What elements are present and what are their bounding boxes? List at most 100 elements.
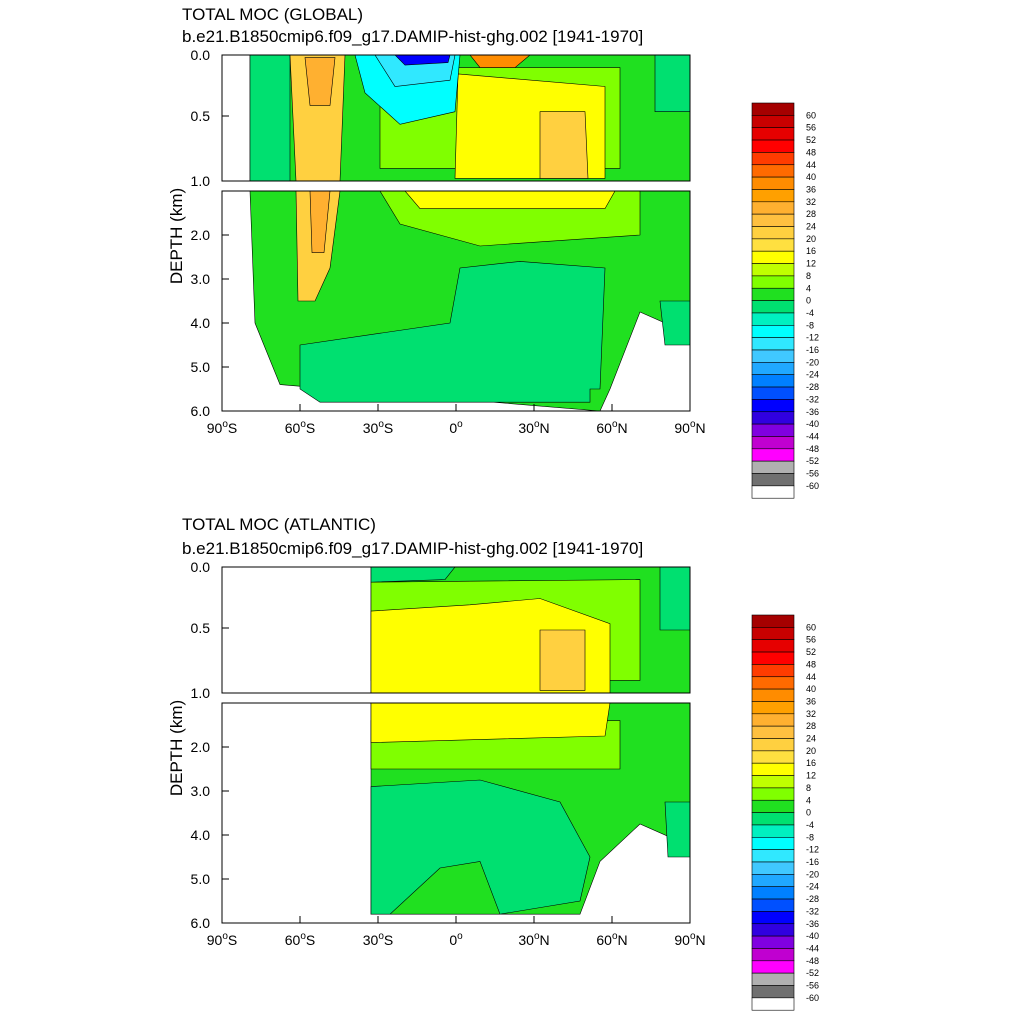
upper-frame [221,54,691,182]
colorbar-label: 12 [806,771,816,781]
y-tick-label: 0.5 [191,108,211,124]
colorbar-box [751,824,795,838]
colorbar-label: -36 [806,407,819,417]
colorbar-label: 4 [806,795,811,805]
colorbar-label: 32 [806,709,816,719]
colorbar-label: 24 [806,222,816,232]
colorbar-label: -44 [806,431,819,441]
upper-contour-fill [370,567,690,693]
x-tick-label: 30oN [518,931,549,948]
colorbar-label: -40 [806,931,819,941]
panel-global: TOTAL MOC (GLOBAL) b.e21.B1850cmip6.f09_g… [167,5,819,499]
colorbar-box [751,812,795,826]
colorbar-label: 12 [806,259,816,269]
colorbar-box [751,411,795,425]
y-tick-label: 0.5 [191,620,211,636]
colorbar-box [751,275,795,289]
colorbar-box [751,201,795,215]
colorbar-box [751,189,795,203]
colorbar-label: 60 [806,622,816,632]
x-tick-label: 90oS [207,931,237,948]
colorbar-box [751,651,795,665]
colorbar-box [751,762,795,776]
colorbar-box [751,614,795,628]
colorbar-label: -48 [806,444,819,454]
colorbar-box [751,287,795,301]
y-tick-label: 0.0 [191,47,211,63]
panel-subtitle: b.e21.B1850cmip6.f09_g17.DAMIP-hist-ghg.… [182,539,643,558]
colorbar-box [751,874,795,887]
colorbar-box [751,911,795,925]
colorbar-label: 36 [806,696,816,706]
colorbar-box [751,701,795,715]
upper-nh-red [469,55,531,68]
colorbar-label: 52 [806,135,816,145]
colorbar-label: -20 [806,869,819,879]
colorbar-box [751,676,795,690]
colorbar-box [751,485,795,499]
colorbar-box [751,627,795,640]
colorbar-label: 0 [806,808,811,818]
colorbar-box [751,423,795,437]
upper-orange-nh [539,111,589,179]
colorbar-box [751,787,795,801]
panel-atlantic: TOTAL MOC (ATLANTIC) b.e21.B1850cmip6.f09… [167,515,819,1011]
lower-teal-right [664,801,690,858]
colorbar: 60565248444036322824201612840-4-8-12-16-… [751,102,819,499]
colorbar: 60565248444036322824201612840-4-8-12-16-… [751,614,819,1011]
colorbar-box [751,226,795,240]
colorbar-label: -36 [806,919,819,929]
x-tick-label: 30oN [518,419,549,436]
colorbar-box [751,152,795,166]
colorbar-box [751,960,795,974]
y-tick-label: 6.0 [191,403,211,419]
colorbar-label: 48 [806,659,816,669]
lower-yellow [404,191,616,209]
colorbar-label: -24 [806,882,819,892]
colorbar-label: -52 [806,456,819,466]
colorbar-label: -40 [806,419,819,429]
colorbar-label: -32 [806,906,819,916]
colorbar-label: 20 [806,234,816,244]
colorbar-label: -28 [806,894,819,904]
colorbar-box [751,849,795,863]
colorbar-box [751,176,795,190]
colorbar-label: 0 [806,296,811,306]
lower-contour-fill [370,703,690,915]
y-tick-label: 4.0 [191,315,211,331]
upper-teal-right [659,567,690,631]
colorbar-box [751,725,795,739]
colorbar-box [751,738,795,752]
x-tick-label: 30oS [363,931,393,948]
colorbar-box [751,436,795,450]
upper-teal-left [249,55,291,181]
colorbar-box [751,985,795,999]
colorbar-label: -60 [806,993,819,1003]
y-tick-label: 4.0 [191,827,211,843]
colorbar-box [751,312,795,326]
lower-so-core [309,191,331,253]
y-tick-label: 5.0 [191,359,211,375]
colorbar-box [751,750,795,764]
y-tick-label: 0.0 [191,559,211,575]
colorbar-label: 36 [806,184,816,194]
colorbar-box [751,948,795,962]
colorbar-label: -28 [806,382,819,392]
colorbar-label: 8 [806,271,811,281]
colorbar-label: 44 [806,672,816,682]
x-tick-label: 90oN [674,931,705,948]
x-tick-label: 60oS [285,419,315,436]
x-tick-label: 60oS [285,931,315,948]
colorbar-label: 16 [806,246,816,256]
colorbar-label: -8 [806,832,814,842]
upper-orange-nh [539,629,586,691]
colorbar-label: -16 [806,857,819,867]
colorbar-box [751,362,795,376]
colorbar-label: 56 [806,635,816,645]
x-tick-label: 60oN [596,419,627,436]
colorbar-label: -4 [806,820,814,830]
colorbar-label: -56 [806,469,819,479]
colorbar-label: 52 [806,647,816,657]
panel-subtitle: b.e21.B1850cmip6.f09_g17.DAMIP-hist-ghg.… [182,27,643,46]
